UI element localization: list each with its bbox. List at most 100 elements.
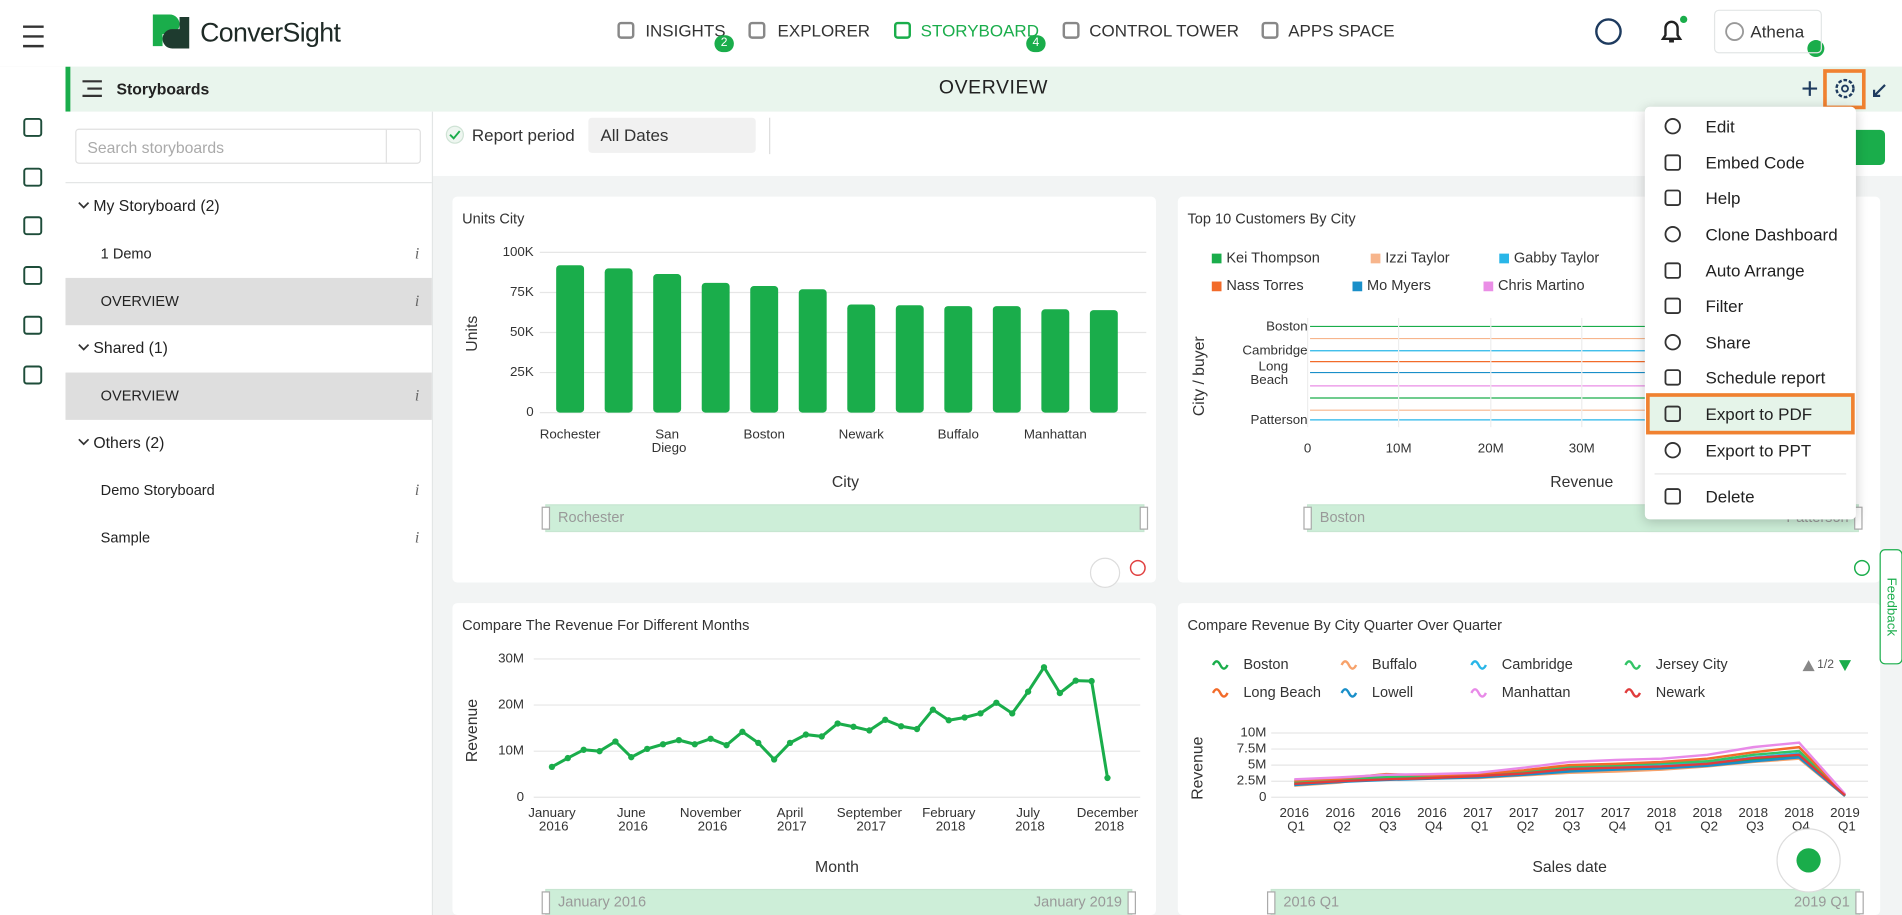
rail-icon[interactable] bbox=[23, 266, 43, 285]
user-box[interactable] bbox=[1713, 9, 1822, 54]
slider-handle[interactable] bbox=[1139, 506, 1149, 530]
x-tick-label: Rochester bbox=[540, 426, 601, 441]
nav-tab[interactable]: APPS SPACE bbox=[1288, 20, 1395, 41]
legend-icon[interactable] bbox=[1470, 688, 1488, 698]
rail-icon[interactable] bbox=[23, 216, 43, 236]
legend-swatch[interactable] bbox=[1370, 253, 1381, 264]
storyboard-item[interactable]: OVERVIEW bbox=[100, 292, 179, 310]
legend-icon[interactable] bbox=[1211, 660, 1229, 670]
info-icon[interactable]: i bbox=[414, 385, 420, 405]
info-icon[interactable]: i bbox=[414, 243, 420, 263]
menu-item[interactable]: Clone Dashboard bbox=[1705, 224, 1838, 244]
logo-text: ConverSight bbox=[200, 16, 341, 48]
rail-icon[interactable] bbox=[23, 117, 43, 137]
nav-tab[interactable]: INSIGHTS bbox=[645, 20, 726, 41]
slider-handle[interactable] bbox=[541, 506, 551, 530]
collapse-icon[interactable] bbox=[1873, 84, 1886, 97]
legend-swatch[interactable] bbox=[1352, 281, 1363, 292]
menu-item[interactable]: Share bbox=[1705, 332, 1751, 352]
bar bbox=[556, 265, 585, 413]
y-tick-label: 25K bbox=[510, 364, 534, 379]
info-alert[interactable] bbox=[1853, 559, 1870, 576]
x-tick-label: San Diego bbox=[648, 426, 687, 454]
info-icon[interactable]: i bbox=[414, 291, 420, 310]
menu-item[interactable]: Schedule report bbox=[1705, 367, 1826, 388]
bar bbox=[847, 304, 876, 413]
menu-item[interactable]: Export to PPT bbox=[1705, 440, 1812, 460]
legend-icon[interactable] bbox=[1624, 688, 1642, 698]
gear-icon-core bbox=[1841, 84, 1849, 93]
group-label[interactable]: My Storyboard (2) bbox=[93, 196, 220, 215]
slider-handle[interactable] bbox=[1854, 506, 1863, 530]
help-icon[interactable] bbox=[1595, 18, 1622, 45]
slider-handle[interactable] bbox=[1266, 891, 1276, 915]
info-icon[interactable]: i bbox=[414, 480, 420, 499]
bar bbox=[604, 268, 633, 413]
chevron[interactable] bbox=[78, 202, 90, 209]
legend-icon[interactable] bbox=[1340, 688, 1358, 698]
legend-icon[interactable] bbox=[1340, 660, 1358, 670]
rail-icon[interactable] bbox=[23, 315, 43, 335]
line-point bbox=[770, 756, 778, 763]
menu-item[interactable]: Export to PDF bbox=[1705, 404, 1813, 424]
menu-item[interactable]: Embed Code bbox=[1705, 152, 1805, 173]
chevron[interactable] bbox=[78, 344, 90, 351]
menu-item[interactable]: Edit bbox=[1705, 116, 1735, 136]
slider-handle[interactable] bbox=[541, 891, 551, 915]
feedback-tab[interactable]: Feedback bbox=[1879, 549, 1902, 665]
nav-tab[interactable]: EXPLORER bbox=[777, 20, 871, 41]
slider-handle[interactable] bbox=[1303, 506, 1312, 530]
report-check[interactable] bbox=[445, 125, 464, 144]
storyboard-item[interactable]: OVERVIEW bbox=[100, 387, 179, 405]
menu-item[interactable]: Help bbox=[1705, 188, 1741, 208]
menu-item[interactable]: Filter bbox=[1705, 296, 1744, 316]
pager-prev[interactable] bbox=[1802, 660, 1815, 672]
legend-icon[interactable] bbox=[1211, 688, 1229, 698]
line-point bbox=[707, 735, 714, 742]
x-tick-label: 2016 Q4 bbox=[1417, 805, 1447, 833]
add-icon[interactable] bbox=[1802, 81, 1818, 96]
selected-row bbox=[65, 372, 432, 420]
range-slider[interactable] bbox=[1270, 888, 1861, 915]
tab-icon bbox=[1261, 21, 1279, 39]
nav-tab[interactable]: CONTROL TOWER bbox=[1089, 20, 1239, 41]
legend-icon[interactable] bbox=[1624, 660, 1642, 670]
range-slider[interactable] bbox=[545, 888, 1133, 915]
x-axis-label: City bbox=[832, 474, 859, 491]
tab-badge: 2 bbox=[714, 35, 734, 53]
group-label[interactable]: Shared (1) bbox=[93, 338, 168, 357]
info-alert[interactable] bbox=[1129, 559, 1146, 576]
slider-label: 2016 Q1 bbox=[1283, 895, 1339, 911]
legend-swatch[interactable] bbox=[1211, 281, 1222, 292]
range-slider[interactable] bbox=[545, 504, 1145, 533]
menu-item[interactable]: Delete bbox=[1705, 486, 1755, 507]
storyboard-item[interactable]: 1 Demo bbox=[100, 245, 152, 263]
slider-handle[interactable] bbox=[1855, 891, 1864, 915]
group-label[interactable]: Others (2) bbox=[93, 433, 165, 452]
legend-swatch[interactable] bbox=[1483, 281, 1494, 292]
logo-mark bbox=[162, 16, 190, 49]
legend-icon[interactable] bbox=[1470, 660, 1488, 670]
legend-swatch[interactable] bbox=[1211, 253, 1222, 264]
x-tick-label: December 2018 bbox=[1077, 805, 1139, 833]
bell-icon[interactable] bbox=[1660, 20, 1683, 43]
chevron[interactable] bbox=[78, 438, 90, 446]
series-line bbox=[1294, 749, 1846, 797]
search-box[interactable] bbox=[75, 128, 421, 164]
legend-swatch[interactable] bbox=[1499, 253, 1509, 264]
line-point bbox=[628, 754, 635, 761]
info-icon[interactable]: i bbox=[414, 527, 420, 547]
period-dropdown[interactable] bbox=[588, 117, 756, 153]
assistant-icon[interactable] bbox=[1089, 557, 1121, 588]
nav-tab[interactable]: STORYBOARD bbox=[920, 20, 1039, 41]
widget-title: Units City bbox=[462, 211, 525, 227]
bar bbox=[895, 305, 924, 413]
rail-icon[interactable] bbox=[23, 365, 43, 385]
pager-next[interactable] bbox=[1838, 660, 1852, 672]
menu-item[interactable]: Auto Arrange bbox=[1705, 260, 1805, 281]
left-rail bbox=[0, 66, 67, 915]
storyboard-item[interactable]: Demo Storyboard bbox=[100, 481, 215, 499]
storyboard-item[interactable]: Sample bbox=[100, 529, 151, 547]
rail-icon[interactable] bbox=[23, 167, 43, 187]
slider-handle[interactable] bbox=[1127, 891, 1136, 915]
